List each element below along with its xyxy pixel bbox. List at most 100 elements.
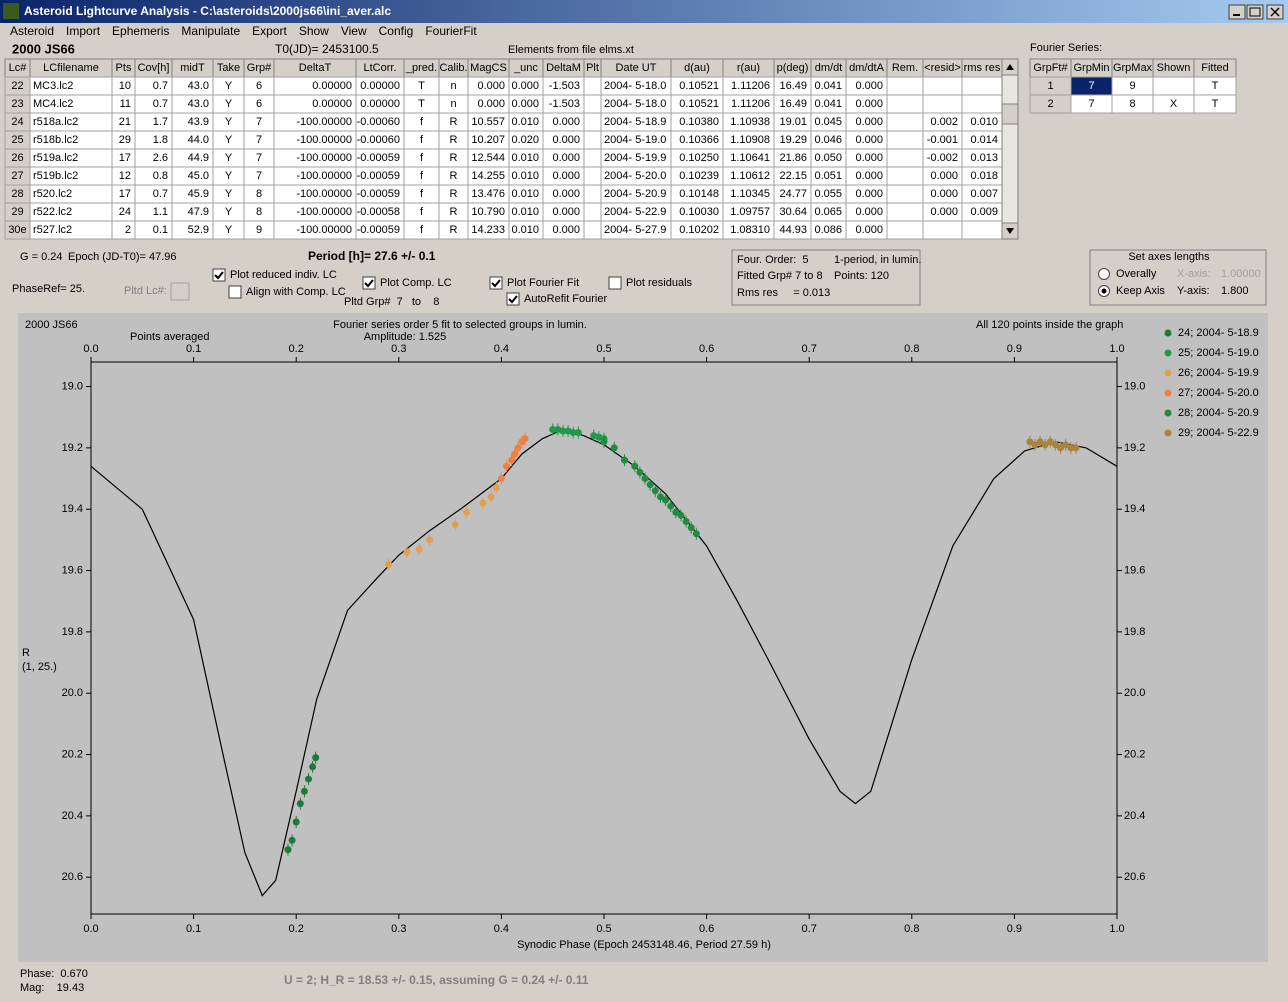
cell-text: 1.10938	[730, 116, 770, 128]
column-header: d(au)	[684, 62, 710, 74]
table-cell[interactable]	[961, 220, 1003, 240]
data-point	[682, 517, 690, 525]
cell-text: 0.000	[511, 80, 539, 92]
data-point	[667, 502, 675, 510]
table-cell[interactable]	[922, 76, 963, 96]
legend-label: 28; 2004- 5-20.9	[1178, 407, 1259, 419]
table-cell[interactable]	[1193, 94, 1237, 114]
cell-text: 17	[119, 188, 131, 200]
table-cell[interactable]	[583, 148, 602, 168]
data-point	[521, 435, 529, 443]
table-cell[interactable]	[1152, 76, 1195, 96]
x-tick-label: 0.8	[904, 923, 919, 935]
scroll-thumb[interactable]	[1001, 103, 1019, 125]
maximize-button[interactable]	[1246, 4, 1264, 20]
cell-text: 0.000	[477, 80, 505, 92]
cell-text: -0.00059	[357, 152, 400, 164]
cell-text: 2004- 5-19.9	[604, 152, 666, 164]
cell-text: 0.000	[930, 188, 958, 200]
fit-points: Points: 120	[834, 270, 889, 282]
x-tick-label-top: 0.6	[699, 343, 714, 355]
table-cell[interactable]	[886, 112, 924, 132]
points-note: Points averaged	[130, 331, 210, 343]
checkbox[interactable]	[506, 292, 520, 306]
cell-text: 47.9	[188, 206, 209, 218]
column-header: dm/dtA	[849, 62, 885, 74]
x-tick-label: 0.5	[596, 923, 611, 935]
table-cell[interactable]	[886, 184, 924, 204]
table-cell[interactable]	[583, 202, 602, 222]
table-cell[interactable]	[886, 76, 924, 96]
cell-text: 0.010	[511, 206, 539, 218]
table-cell[interactable]	[583, 220, 602, 240]
column-header: Fitted	[1201, 62, 1229, 74]
cell-text: -100.00000	[296, 170, 352, 182]
data-point	[300, 787, 308, 795]
scrollbar[interactable]	[1001, 58, 1019, 240]
cell-text: -0.00059	[357, 170, 400, 182]
menu-item[interactable]: Ephemeris	[112, 24, 169, 38]
x-tick-label-top: 0.2	[289, 343, 304, 355]
cell-text: 0.000	[855, 116, 883, 128]
menu-item[interactable]: View	[341, 24, 367, 38]
radio-label: Overally	[1116, 268, 1157, 280]
menu-item[interactable]: Config	[379, 24, 414, 38]
cell-text: 0.000	[511, 98, 539, 110]
checkbox[interactable]	[228, 285, 242, 299]
table-cell[interactable]	[583, 112, 602, 132]
table-cell[interactable]	[961, 94, 1003, 114]
radio-button[interactable]	[1098, 268, 1110, 280]
table-cell[interactable]	[886, 148, 924, 168]
cell-text: 24	[119, 206, 131, 218]
column-header: _unc	[513, 62, 538, 74]
table-cell[interactable]	[922, 220, 963, 240]
cell-text: 0.000	[855, 206, 883, 218]
column-header: GrpFt#	[1033, 62, 1068, 74]
checkbox[interactable]	[608, 276, 622, 290]
phaseref-label: PhaseRef= 25.	[12, 283, 85, 295]
checkbox[interactable]	[489, 276, 503, 290]
cell-text: n	[450, 98, 456, 110]
table-cell[interactable]	[961, 76, 1003, 96]
column-header: dm/dt	[815, 62, 843, 74]
table-cell[interactable]	[111, 220, 136, 240]
checkbox[interactable]	[362, 276, 376, 290]
table-cell[interactable]	[583, 76, 602, 96]
table-cell[interactable]	[886, 166, 924, 186]
table-cell[interactable]	[583, 94, 602, 114]
minimize-button[interactable]	[1228, 4, 1246, 20]
y-tick-label: 20.6	[62, 871, 83, 883]
menu-item[interactable]: Show	[299, 24, 329, 38]
table-cell[interactable]	[922, 94, 963, 114]
y-tick-label-right: 19.0	[1124, 380, 1145, 392]
table-cell[interactable]	[583, 166, 602, 186]
spinner[interactable]	[170, 282, 190, 301]
cell-text: 1.1	[153, 206, 168, 218]
cell-text: 1.8	[153, 134, 168, 146]
data-point	[487, 493, 495, 501]
menu-item[interactable]: Manipulate	[181, 24, 240, 38]
table-cell[interactable]	[583, 184, 602, 204]
plot-amplitude: Amplitude: 1.525	[364, 331, 447, 343]
cell-text: 0.013	[970, 152, 998, 164]
table-cell[interactable]	[886, 130, 924, 150]
cell-text: Y	[225, 80, 233, 92]
x-tick-label-top: 0.9	[1007, 343, 1022, 355]
cell-text: 0.050	[814, 152, 842, 164]
cell-text: R	[450, 134, 458, 146]
table-cell[interactable]	[886, 202, 924, 222]
checkbox[interactable]	[212, 268, 226, 282]
fourier-title: Fourier Series:	[1030, 42, 1102, 54]
menu-item[interactable]: Import	[66, 24, 101, 38]
data-point	[288, 836, 296, 844]
x-tick-label-top: 0.7	[802, 343, 817, 355]
cell-text: 0.007	[970, 188, 998, 200]
menu-item[interactable]: Asteroid	[10, 24, 54, 38]
table-cell[interactable]	[886, 94, 924, 114]
table-cell[interactable]	[583, 130, 602, 150]
cell-text: 0.010	[511, 152, 539, 164]
table-cell[interactable]	[886, 220, 924, 240]
menu-item[interactable]: Export	[252, 24, 287, 38]
menu-item[interactable]: FourierFit	[425, 24, 477, 38]
y-tick-label: 19.8	[62, 626, 83, 638]
